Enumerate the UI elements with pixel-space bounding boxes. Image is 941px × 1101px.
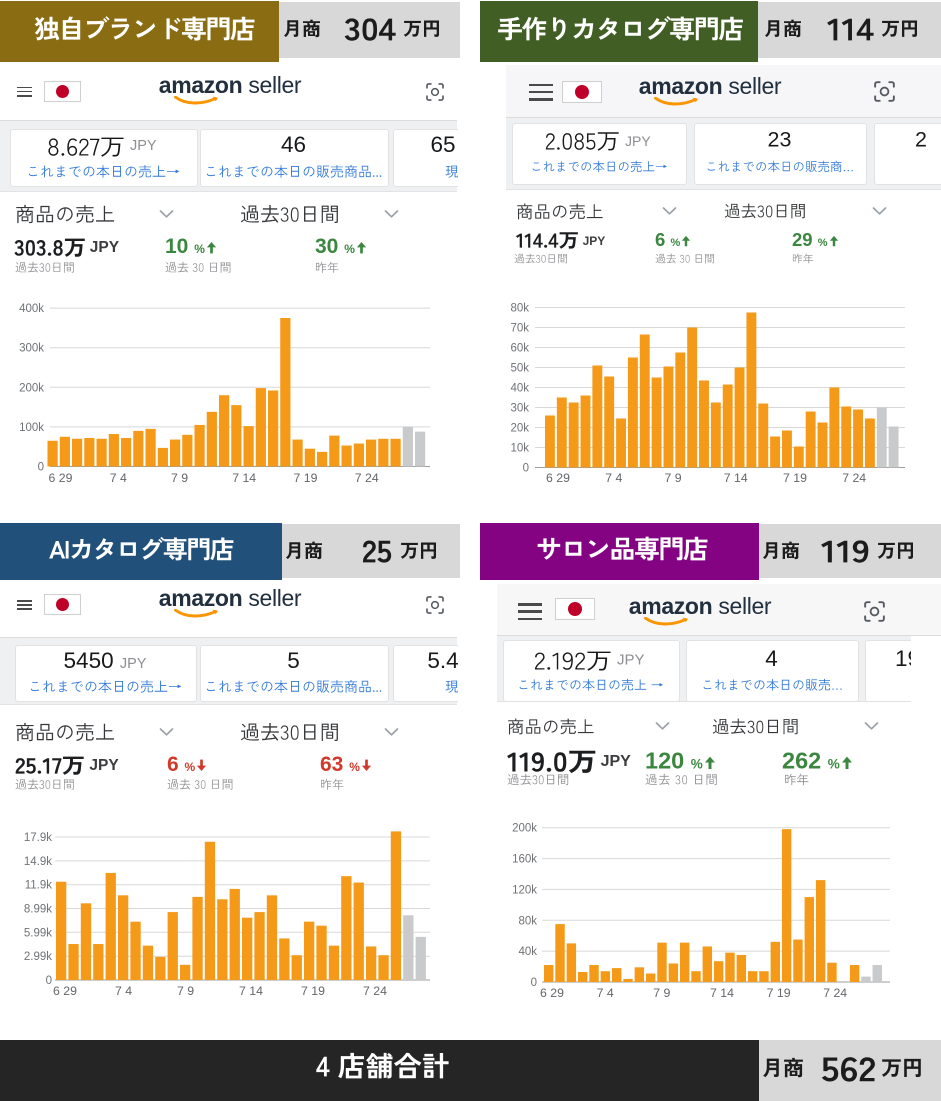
svg-text:0: 0	[46, 975, 52, 987]
svg-text:17.9k: 17.9k	[24, 832, 52, 844]
svg-text:80k: 80k	[510, 303, 529, 315]
svg-text:0: 0	[38, 462, 44, 474]
svg-text:100k: 100k	[19, 422, 44, 434]
svg-text:7 14: 7 14	[232, 471, 256, 485]
svg-text:8.99k: 8.99k	[24, 904, 52, 916]
svg-text:7 4: 7 4	[115, 984, 132, 998]
svg-text:7 9: 7 9	[177, 984, 194, 998]
svg-text:7 24: 7 24	[823, 986, 847, 1000]
svg-text:7 4: 7 4	[597, 986, 614, 1000]
svg-text:40k: 40k	[518, 946, 537, 958]
svg-text:6 29: 6 29	[540, 986, 564, 1000]
svg-text:80k: 80k	[518, 915, 537, 927]
svg-text:6 29: 6 29	[546, 471, 570, 485]
svg-text:200k: 200k	[512, 823, 537, 835]
svg-text:10k: 10k	[510, 443, 529, 455]
svg-text:7 24: 7 24	[363, 984, 387, 998]
svg-text:0: 0	[531, 977, 537, 989]
svg-text:40k: 40k	[510, 383, 529, 395]
svg-text:14.9k: 14.9k	[24, 856, 52, 868]
svg-text:70k: 70k	[510, 323, 529, 335]
svg-text:7 14: 7 14	[724, 471, 748, 485]
svg-text:7 4: 7 4	[605, 471, 622, 485]
svg-text:7 19: 7 19	[783, 471, 807, 485]
svg-text:6 29: 6 29	[49, 471, 73, 485]
svg-text:30k: 30k	[510, 403, 529, 415]
svg-text:0: 0	[523, 463, 529, 475]
svg-text:2.99k: 2.99k	[24, 951, 52, 963]
svg-text:5.99k: 5.99k	[24, 927, 52, 939]
svg-text:7 24: 7 24	[842, 471, 866, 485]
svg-text:160k: 160k	[512, 854, 537, 866]
svg-text:300k: 300k	[19, 343, 44, 355]
svg-text:7 19: 7 19	[301, 984, 325, 998]
svg-text:7 19: 7 19	[767, 986, 791, 1000]
svg-text:7 4: 7 4	[110, 471, 127, 485]
svg-text:60k: 60k	[510, 343, 529, 355]
svg-text:11.9k: 11.9k	[25, 880, 53, 892]
svg-text:200k: 200k	[19, 382, 44, 394]
svg-text:50k: 50k	[510, 363, 529, 375]
svg-text:400k: 400k	[19, 303, 44, 315]
svg-text:7 14: 7 14	[239, 984, 263, 998]
svg-text:7 19: 7 19	[294, 471, 318, 485]
svg-text:6 29: 6 29	[53, 984, 77, 998]
svg-text:7 9: 7 9	[171, 471, 188, 485]
svg-text:7 9: 7 9	[653, 986, 670, 1000]
svg-text:7 24: 7 24	[355, 471, 379, 485]
svg-text:20k: 20k	[510, 423, 529, 435]
svg-text:7 14: 7 14	[710, 986, 734, 1000]
svg-text:120k: 120k	[512, 884, 537, 896]
svg-text:7 9: 7 9	[665, 471, 682, 485]
